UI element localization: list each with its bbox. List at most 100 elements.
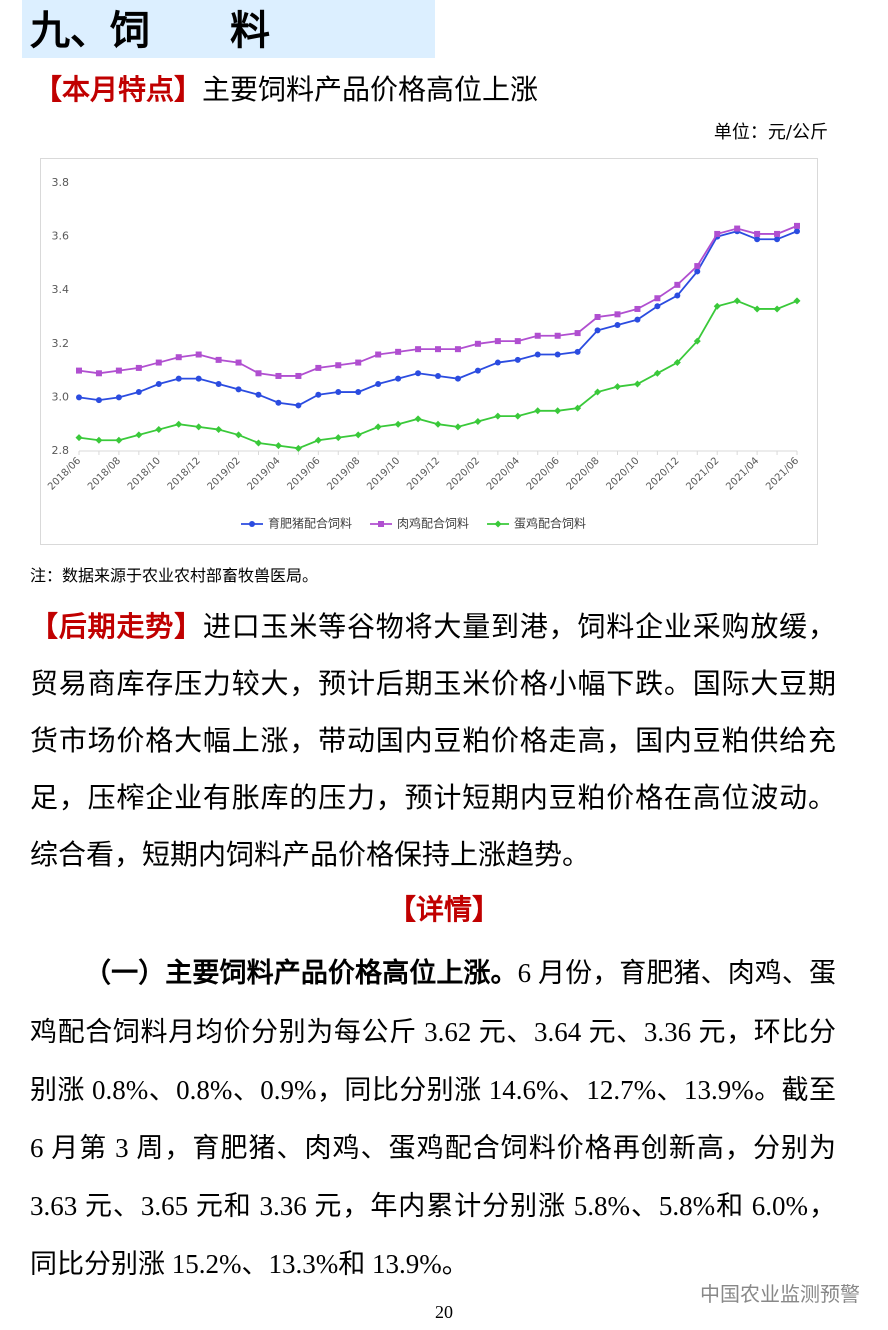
data-point [334, 434, 342, 442]
details-lead: （一）主要饲料产品价格高位上涨。 [84, 958, 518, 989]
data-point [454, 423, 462, 431]
data-point [514, 356, 521, 363]
data-point [773, 305, 781, 313]
x-tick-label: 2020/02 [445, 455, 482, 492]
data-point [694, 263, 701, 270]
data-point [95, 370, 102, 377]
data-point [454, 375, 461, 382]
data-point [614, 322, 621, 329]
data-point [494, 359, 501, 366]
x-tick-label: 2019/08 [325, 455, 362, 492]
x-tick-label: 2019/04 [246, 455, 283, 492]
data-point [454, 346, 461, 353]
data-point [335, 362, 342, 369]
data-point [375, 351, 382, 358]
data-point [315, 391, 322, 398]
x-tick-label: 2020/06 [525, 455, 562, 492]
unit: 单位：元/公斤 [713, 122, 828, 143]
x-tick-label: 2020/08 [565, 455, 602, 492]
x-tick-label: 2018/08 [86, 455, 123, 492]
data-point [474, 367, 481, 374]
outlook-label: 【后期走势】 [30, 610, 203, 643]
data-point [415, 370, 422, 377]
data-point [494, 412, 502, 420]
data-point [753, 305, 761, 313]
data-point [435, 346, 441, 353]
data-point [714, 230, 721, 237]
y-tick-label: 3.8 [52, 176, 70, 189]
data-point [95, 397, 102, 404]
page-number: 20 [435, 1302, 453, 1322]
data-point [435, 372, 441, 379]
x-tick-label: 2019/12 [405, 455, 442, 492]
y-tick-label: 3.0 [52, 390, 70, 403]
data-point [175, 420, 183, 428]
legend-label: 育肥猪配合饲料 [268, 516, 352, 531]
data-point [315, 364, 322, 371]
y-tick-label: 2.8 [52, 444, 70, 457]
data-point [673, 359, 681, 367]
data-point [774, 230, 781, 237]
outlook-text: 进口玉米等谷物将大量到港，饲料企业采购放缓，贸易商库存压力较大，预计后期玉米价格… [30, 610, 836, 871]
data-point [794, 222, 800, 229]
y-tick-label: 3.4 [52, 283, 70, 296]
data-point [354, 431, 362, 439]
details-text: 6 月份，育肥猪、肉鸡、蛋鸡配合饲料月均价分别为每公斤 3.62 元、3.64 … [30, 958, 837, 1279]
data-point [235, 386, 242, 393]
data-point [215, 381, 222, 387]
x-tick-label: 2020/10 [605, 455, 642, 492]
data-point [713, 302, 721, 310]
x-tick-label: 2019/10 [365, 455, 402, 492]
data-point [494, 338, 501, 345]
data-point [115, 367, 122, 374]
data-point [135, 389, 142, 396]
data-point [115, 436, 123, 444]
data-point [574, 348, 581, 355]
data-point [634, 305, 641, 312]
data-point [634, 316, 641, 323]
data-point [295, 402, 302, 409]
data-point [235, 359, 242, 366]
data-point [275, 372, 282, 379]
data-point [654, 295, 661, 302]
data-point [774, 236, 781, 243]
data-point [414, 415, 422, 423]
x-tick-label: 2021/06 [764, 455, 801, 492]
x-tick-label: 2018/10 [126, 455, 163, 492]
data-point [155, 426, 163, 434]
data-point [395, 375, 402, 382]
data-point [135, 431, 143, 439]
data-point [249, 521, 255, 527]
series-line [78, 225, 798, 377]
data-point [355, 359, 362, 366]
feature: 【本月特点】主要饲料产品价格高位上涨 [34, 70, 538, 110]
data-point [614, 311, 621, 318]
data-point [76, 394, 82, 401]
data-point [76, 367, 82, 374]
data-point [255, 391, 262, 398]
data-point [294, 444, 302, 452]
data-point [434, 420, 442, 428]
x-tick-label: 2021/04 [724, 455, 761, 492]
data-point [255, 370, 262, 377]
data-point [474, 418, 482, 426]
data-point [175, 375, 182, 382]
data-point [594, 388, 602, 396]
data-point [195, 351, 202, 358]
data-point [733, 297, 741, 305]
data-point [215, 426, 223, 434]
data-point [554, 407, 562, 415]
x-tick-label: 2021/02 [684, 455, 721, 492]
data-point [754, 236, 761, 243]
data-point [574, 404, 582, 412]
data-point [534, 407, 542, 415]
data-point [95, 436, 103, 444]
data-point [394, 420, 402, 428]
data-point [415, 346, 422, 353]
watermark: 中国农业监测预警 [700, 1282, 860, 1306]
data-point [794, 228, 800, 235]
data-point [594, 327, 601, 334]
data-point [375, 381, 382, 387]
x-tick-label: 2019/06 [285, 455, 322, 492]
